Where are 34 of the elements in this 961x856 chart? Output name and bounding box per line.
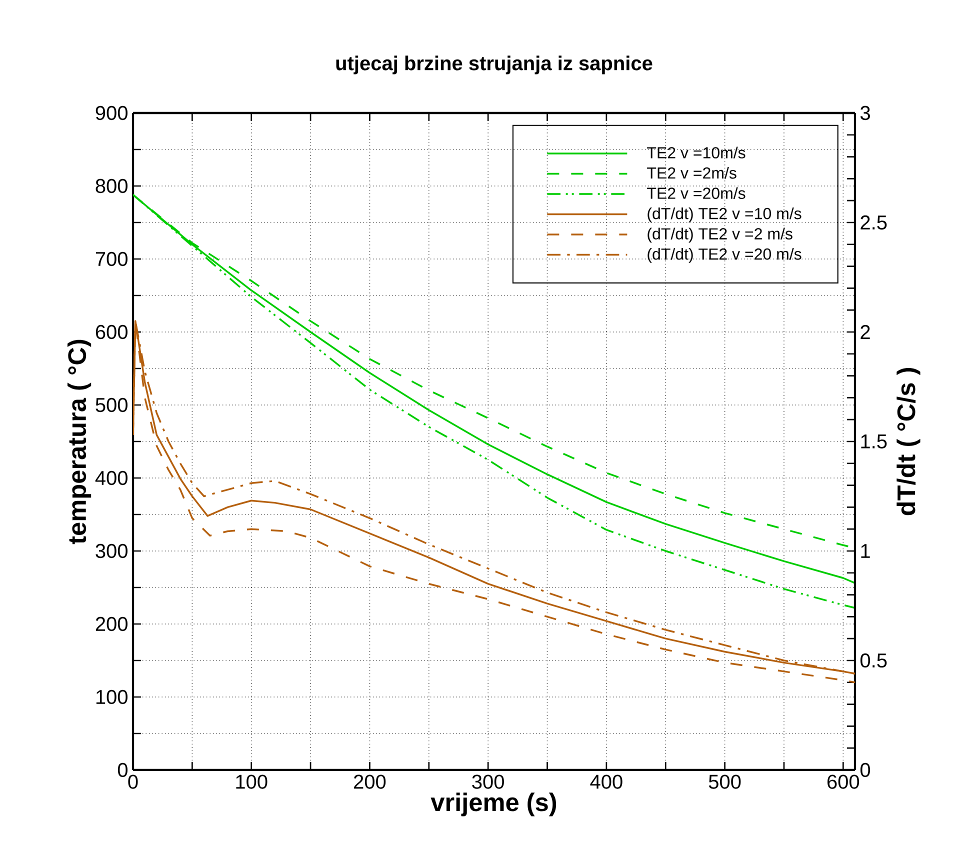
- x-axis-title: vrijeme (s): [430, 792, 556, 816]
- y-tick-label: 100: [96, 690, 128, 704]
- x-tick-label: 0: [128, 774, 138, 789]
- y-tick-label: 200: [96, 616, 128, 632]
- y2-tick-label: 0: [860, 762, 870, 778]
- y-tick-label: 600: [96, 324, 128, 340]
- x-tick-label: 300: [472, 774, 504, 789]
- x-tick-label: 600: [828, 774, 860, 789]
- y-axis-title: temperatura ( °C): [67, 340, 92, 544]
- legend-label: (dT/dt) TE2 v =20 m/s: [648, 248, 802, 263]
- y-tick-label: 800: [96, 178, 128, 194]
- y-tick-label: 500: [96, 398, 128, 412]
- y2-tick-label: 1.5: [861, 434, 887, 448]
- legend-label: TE2 v =20m/s: [647, 187, 746, 199]
- x-tick-label: 100: [236, 774, 268, 789]
- x-tick-label: 200: [354, 774, 386, 789]
- y2-tick-label: 1: [861, 544, 870, 558]
- y2-tick-label: 2: [860, 325, 870, 339]
- y-tick-label: 400: [95, 470, 128, 486]
- legend-label: TE2 v =2m/s: [647, 166, 736, 179]
- y2-axis-title: dT/dt ( °C/s ): [896, 368, 920, 516]
- y-tick-label: 700: [96, 252, 128, 266]
- legend-label: TE2 v =10m/s: [647, 146, 746, 158]
- y2-tick-label: 2.5: [860, 215, 887, 230]
- y2-tick-label: 0.5: [860, 653, 887, 668]
- x-tick-label: 500: [708, 774, 741, 789]
- x-tick-label: 400: [590, 774, 622, 789]
- legend-label: (dT/dt) TE2 v =10 m/s: [648, 207, 802, 222]
- y-tick-label: 300: [96, 544, 128, 558]
- y2-tick-label: 3: [860, 106, 870, 120]
- y-tick-label: 0: [118, 762, 128, 778]
- y-tick-label: 900: [96, 106, 128, 120]
- chart-title: utjecaj brzine strujanja iz sapnice: [336, 56, 652, 74]
- legend-label: (dT/dt) TE2 v =2 m/s: [648, 228, 792, 243]
